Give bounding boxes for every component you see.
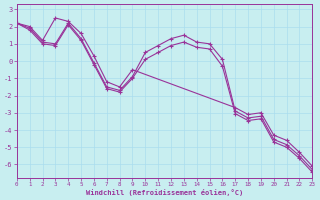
X-axis label: Windchill (Refroidissement éolien,°C): Windchill (Refroidissement éolien,°C) [86, 189, 243, 196]
